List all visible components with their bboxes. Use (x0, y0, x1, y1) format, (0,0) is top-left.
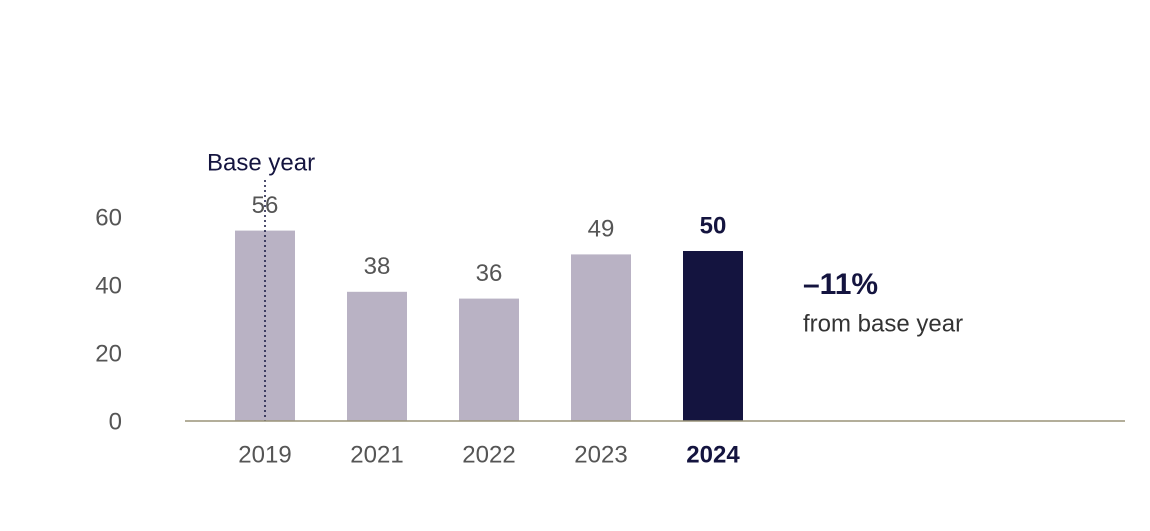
x-tick-label: 2023 (574, 441, 627, 468)
base-label: Base year (207, 149, 315, 176)
x-tick-label: 2019 (238, 441, 291, 468)
x-tick-label: 2022 (462, 441, 515, 468)
y-tick-label: 60 (95, 204, 122, 231)
annotation-value: –11% (803, 268, 878, 301)
y-tick-label: 20 (95, 340, 122, 367)
annotation-text: from base year (803, 310, 963, 337)
bar (459, 298, 519, 421)
value-label: 38 (364, 253, 391, 280)
x-tick-label: 2021 (350, 441, 403, 468)
x-tick-label: 2024 (686, 441, 740, 468)
bar (347, 291, 407, 421)
value-label: 36 (476, 260, 503, 287)
bar (571, 254, 631, 421)
y-tick-label: 40 (95, 272, 122, 299)
value-label: 49 (588, 216, 615, 243)
value-label: 50 (700, 212, 727, 239)
y-tick-label: 0 (109, 408, 122, 435)
bar (683, 251, 743, 421)
